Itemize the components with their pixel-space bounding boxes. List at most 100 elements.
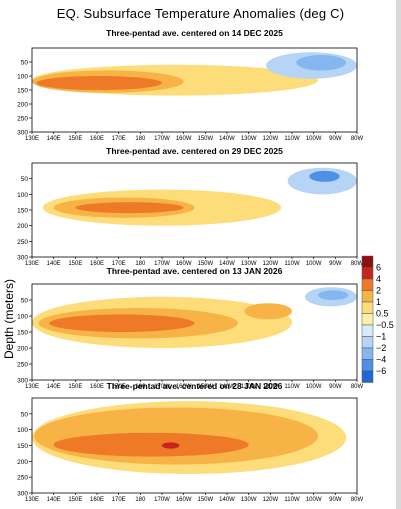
anomaly-contour-neg2	[318, 290, 349, 301]
x-tick-label: 170W	[154, 497, 170, 503]
x-tick-label: 170E	[112, 136, 126, 142]
legend-label: 0.5	[376, 309, 389, 319]
y-tick-label: 250	[17, 475, 28, 482]
x-tick-label: 150E	[68, 384, 82, 390]
x-tick-label: 160W	[176, 261, 192, 267]
legend-swatch	[361, 313, 374, 326]
y-tick-label: 300	[17, 255, 28, 262]
x-tick-label: 140W	[219, 261, 235, 267]
panel-title: Three-pentad ave. centered on 14 DEC 202…	[106, 28, 283, 38]
x-tick-label: 120W	[262, 497, 278, 503]
x-tick-label: 90W	[329, 136, 342, 142]
x-tick-label: 140W	[219, 497, 235, 503]
x-tick-label: 150E	[68, 136, 82, 142]
y-tick-label: 200	[17, 102, 28, 109]
x-tick-label: 100W	[306, 136, 322, 142]
legend-label: −1	[376, 332, 386, 342]
y-tick-label: 150	[17, 208, 28, 215]
y-tick-label: 100	[17, 314, 28, 321]
x-tick-label: 170W	[154, 136, 170, 142]
legend-swatch	[361, 290, 374, 303]
legend-label: −2	[376, 343, 386, 353]
legend-label: −6	[376, 366, 386, 376]
x-tick-label: 100W	[306, 384, 322, 390]
x-tick-label: 110W	[284, 136, 300, 142]
y-tick-label: 300	[17, 491, 28, 498]
legend-swatch	[361, 359, 374, 372]
x-tick-label: 180	[135, 384, 146, 390]
y-tick-label: 200	[17, 459, 28, 466]
x-tick-label: 100W	[306, 497, 322, 503]
y-tick-label: 150	[17, 443, 28, 450]
x-tick-label: 140E	[47, 384, 61, 390]
legend-swatch	[361, 278, 374, 291]
anomaly-contour-6	[162, 442, 180, 449]
x-tick-label: 90W	[329, 497, 342, 503]
legend-swatch	[361, 255, 374, 268]
window-edge	[396, 0, 401, 509]
x-tick-label: 160E	[90, 384, 104, 390]
y-tick-label: 200	[17, 346, 28, 353]
legend-label: −0.5	[376, 320, 394, 330]
x-tick-label: 130W	[241, 136, 257, 142]
x-tick-label: 150W	[197, 261, 213, 267]
x-tick-label: 140E	[47, 136, 61, 142]
y-tick-label: 50	[21, 176, 29, 183]
x-tick-label: 80W	[351, 497, 364, 503]
anomaly-contour-4	[49, 314, 195, 333]
x-tick-label: 130W	[241, 497, 257, 503]
x-tick-label: 140E	[47, 261, 61, 267]
x-tick-label: 170E	[112, 497, 126, 503]
anomaly-contour-neg4	[309, 170, 340, 182]
x-tick-label: 150E	[68, 261, 82, 267]
y-tick-label: 150	[17, 330, 28, 337]
x-tick-label: 150W	[197, 384, 213, 390]
y-tick-label: 150	[17, 88, 28, 95]
anomaly-contour-neg2	[296, 55, 347, 71]
anomaly-contour-4	[36, 76, 163, 90]
x-tick-label: 170E	[112, 384, 126, 390]
x-tick-label: 170W	[154, 261, 170, 267]
x-tick-label: 150W	[197, 136, 213, 142]
panel-title: Three-pentad ave. centered on 29 DEC 202…	[106, 146, 283, 156]
panel-title: Three-pentad ave. centered on 28 JAN 202…	[107, 381, 283, 391]
x-tick-label: 160W	[176, 497, 192, 503]
y-tick-label: 50	[21, 298, 29, 305]
x-tick-label: 120W	[262, 136, 278, 142]
x-tick-label: 160E	[90, 136, 104, 142]
x-tick-label: 160W	[176, 384, 192, 390]
y-tick-label: 300	[17, 378, 28, 385]
legend-label: 2	[376, 286, 381, 296]
y-tick-label: 200	[17, 223, 28, 230]
y-tick-label: 100	[17, 74, 28, 81]
x-tick-label: 110W	[284, 261, 300, 267]
legend-swatch	[361, 267, 374, 280]
legend-label: 1	[376, 297, 381, 307]
x-tick-label: 160W	[176, 136, 192, 142]
anomaly-contour-2	[244, 303, 292, 320]
legend-swatch	[361, 301, 374, 314]
x-tick-label: 130W	[241, 261, 257, 267]
x-tick-label: 130W	[241, 384, 257, 390]
x-tick-label: 130E	[25, 497, 39, 503]
x-tick-label: 120W	[262, 261, 278, 267]
x-tick-label: 180	[135, 261, 146, 267]
x-tick-label: 180	[135, 497, 146, 503]
x-tick-label: 110W	[284, 497, 300, 503]
x-tick-label: 170E	[112, 261, 126, 267]
x-tick-label: 80W	[351, 261, 364, 267]
x-tick-label: 110W	[284, 384, 300, 390]
legend-swatch	[361, 324, 374, 337]
anomaly-field	[32, 401, 347, 475]
x-tick-label: 140E	[47, 497, 61, 503]
x-tick-label: 90W	[329, 384, 342, 390]
y-tick-label: 100	[17, 192, 28, 199]
x-tick-label: 130E	[25, 384, 39, 390]
y-tick-label: 250	[17, 362, 28, 369]
anomaly-field	[32, 52, 357, 96]
legend-label: 4	[376, 274, 381, 284]
legend-swatch	[361, 370, 374, 383]
anomaly-contour-4	[75, 202, 184, 214]
x-tick-label: 140W	[219, 136, 235, 142]
